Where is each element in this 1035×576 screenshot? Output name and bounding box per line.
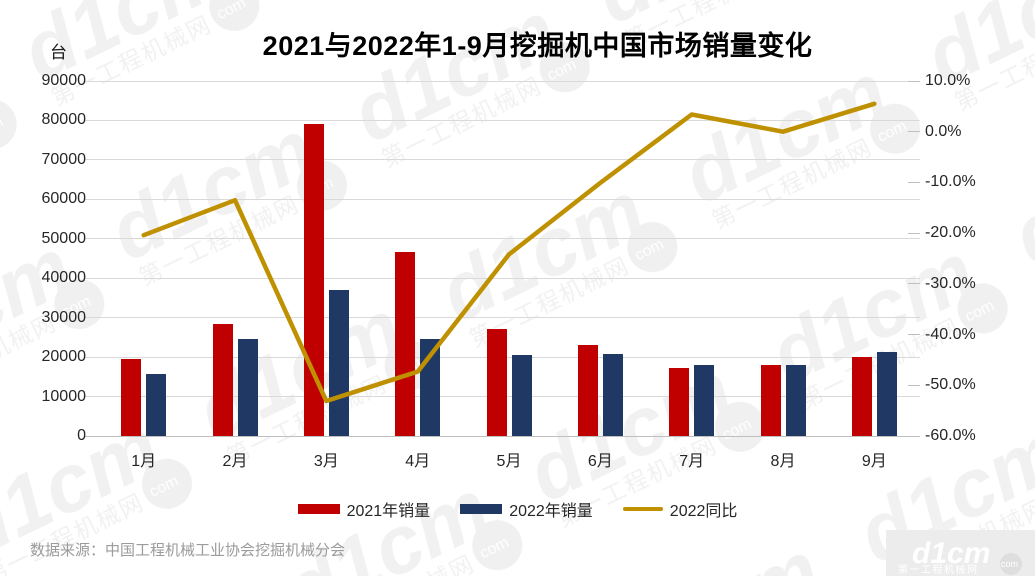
right-axis-tick-label: 0.0% [925, 122, 962, 140]
legend-item-2021-sales: 2021年销量 [297, 497, 431, 521]
legend-swatch-2021 [297, 504, 340, 514]
bar-2021年销量-5月 [486, 328, 507, 436]
left-axis-unit-label: 台 [50, 43, 67, 62]
bar-2022年销量-8月 [785, 364, 806, 436]
chart-title: 2021与2022年1-9月挖掘机中国市场销量变化 [262, 31, 813, 61]
gridline [85, 435, 920, 437]
left-axis-tick-label: 60000 [41, 190, 87, 208]
x-axis-label: 2月 [222, 453, 248, 470]
left-axis-tick-label: 70000 [41, 150, 87, 168]
x-axis-label: 1月 [131, 453, 157, 470]
left-axis-tick-label: 50000 [41, 229, 87, 247]
right-axis-tick-mark [908, 384, 920, 386]
bar-2021年销量-1月 [121, 358, 142, 436]
right-axis-tick-label: -50.0% [925, 376, 976, 394]
gridline [85, 119, 920, 121]
bar-2022年销量-9月 [876, 352, 897, 436]
x-axis-label: 8月 [770, 453, 796, 470]
right-axis-tick-mark [908, 334, 920, 336]
bar-2022年销量-6月 [602, 354, 623, 436]
right-axis-tick-label: -60.0% [925, 427, 976, 444]
right-axis-tick-mark [908, 181, 920, 183]
right-axis-tick-mark [908, 435, 920, 437]
left-axis-tick-label: 90000 [41, 72, 87, 89]
right-axis-tick-label: -20.0% [925, 224, 976, 242]
right-axis-tick-mark [908, 131, 920, 133]
bar-2021年销量-4月 [395, 252, 416, 436]
footer-brand-logo: d1cm 第一工程机械网 com [886, 530, 1035, 576]
bar-2022年销量-2月 [237, 339, 258, 436]
legend-item-2022-sales: 2022年销量 [460, 497, 593, 521]
left-axis-tick-label: 30000 [41, 308, 87, 326]
legend-swatch-2022 [460, 504, 503, 514]
bar-2021年销量-8月 [760, 364, 781, 436]
left-axis-tick-label: 80000 [41, 111, 87, 129]
x-axis-label: 5月 [496, 453, 522, 470]
left-axis-tick-label: 10000 [41, 387, 87, 405]
bar-2021年销量-7月 [669, 367, 690, 436]
gridline [85, 80, 920, 82]
data-source-note: 数据来源：中国工程机械工业协会挖掘机械分会 [30, 542, 346, 559]
gridline [85, 317, 920, 319]
bar-2021年销量-9月 [851, 356, 872, 436]
footer-logo-text: d1cm [912, 537, 990, 570]
legend-label-2021: 2021年销量 [346, 503, 431, 520]
right-axis-tick-label: -10.0% [925, 173, 976, 191]
right-axis-tick-label: -30.0% [925, 274, 976, 292]
left-axis-tick-label: 0 [77, 427, 86, 444]
right-axis-tick-label: 10.0% [925, 72, 971, 89]
gridline [85, 198, 920, 200]
right-axis-tick-mark [908, 283, 920, 285]
right-axis-tick-mark [908, 80, 920, 82]
right-axis-tick-label: -40.0% [925, 325, 976, 343]
bar-2021年销量-2月 [212, 324, 233, 436]
bar-2022年销量-1月 [146, 374, 167, 436]
x-axis-label: 3月 [313, 453, 339, 470]
x-axis-label: 7月 [679, 453, 705, 470]
footer-logo-tld: com [1001, 559, 1018, 569]
x-axis-label: 6月 [587, 453, 613, 470]
legend-line-swatch-yoy [622, 506, 663, 512]
gridline [85, 159, 920, 161]
x-axis-label: 4月 [405, 453, 431, 470]
legend: 2021年销量 2022年销量 2022同比 [0, 497, 1035, 521]
legend-item-yoy: 2022同比 [622, 497, 738, 521]
right-axis-tick-mark [908, 232, 920, 234]
yoy-line [141, 101, 877, 404]
bar-2022年销量-5月 [511, 354, 532, 436]
gridline [85, 277, 920, 279]
footer-logo-sitename: 第一工程机械网 [898, 563, 979, 576]
footer-logo-com-circle [1000, 553, 1022, 575]
bar-2021年销量-6月 [577, 344, 598, 436]
x-axis-label: 9月 [861, 453, 887, 470]
gridline [85, 238, 920, 240]
left-axis-tick-label: 40000 [41, 269, 87, 287]
legend-label-yoy: 2022同比 [669, 503, 738, 520]
left-axis-tick-label: 20000 [41, 348, 87, 366]
legend-label-2022: 2022年销量 [509, 503, 593, 520]
bar-2022年销量-7月 [694, 365, 715, 436]
